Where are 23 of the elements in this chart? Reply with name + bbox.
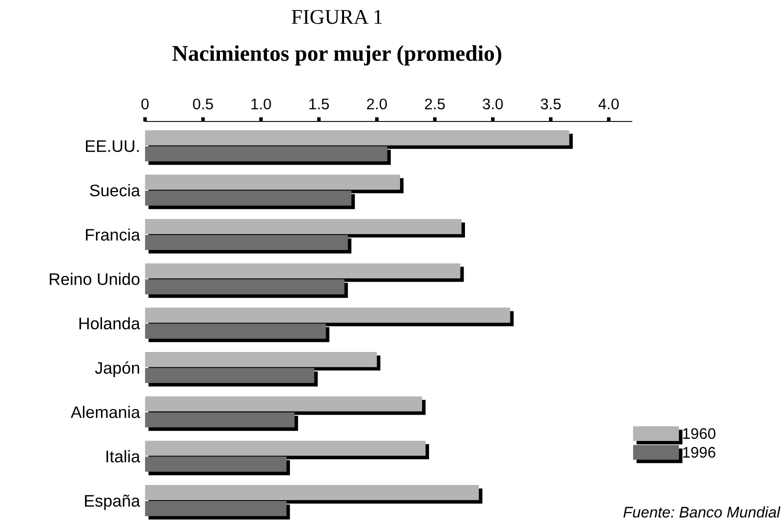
x-tick-label: 1.5 bbox=[309, 98, 329, 110]
chart-subtitle: Nacimientos por mujer (promedio) bbox=[172, 45, 502, 66]
y-tick-label: Japón bbox=[95, 361, 140, 378]
x-tick-label: 0.5 bbox=[192, 98, 213, 110]
legend-label: 1996 bbox=[683, 446, 716, 458]
y-tick-label: EE.UU. bbox=[86, 140, 139, 152]
y-tick-label: Alemania bbox=[70, 406, 140, 418]
x-tick-label: 0 bbox=[141, 98, 149, 110]
y-tick-label: España bbox=[85, 494, 140, 510]
annotation: Fuente: Banco Mundial bbox=[623, 506, 780, 518]
y-tick-label: Reino Unido bbox=[50, 272, 140, 286]
x-tick-label: 2.0 bbox=[367, 98, 387, 110]
x-tick-label: 3.0 bbox=[482, 98, 503, 110]
chart-title: FIGURA 1 bbox=[292, 10, 382, 24]
y-tick-label: Suecia bbox=[90, 184, 140, 196]
x-tick-label: 4.0 bbox=[598, 98, 619, 110]
x-tick-label: 2.5 bbox=[424, 98, 445, 110]
legend-label: 1960 bbox=[683, 428, 716, 439]
x-tick-label: 1.0 bbox=[252, 98, 271, 110]
y-tick-label: Holanda bbox=[79, 317, 140, 330]
y-tick-label: Italia bbox=[106, 450, 140, 462]
y-tick-label: Francia bbox=[86, 228, 140, 241]
x-tick-label: 3.5 bbox=[540, 98, 561, 110]
